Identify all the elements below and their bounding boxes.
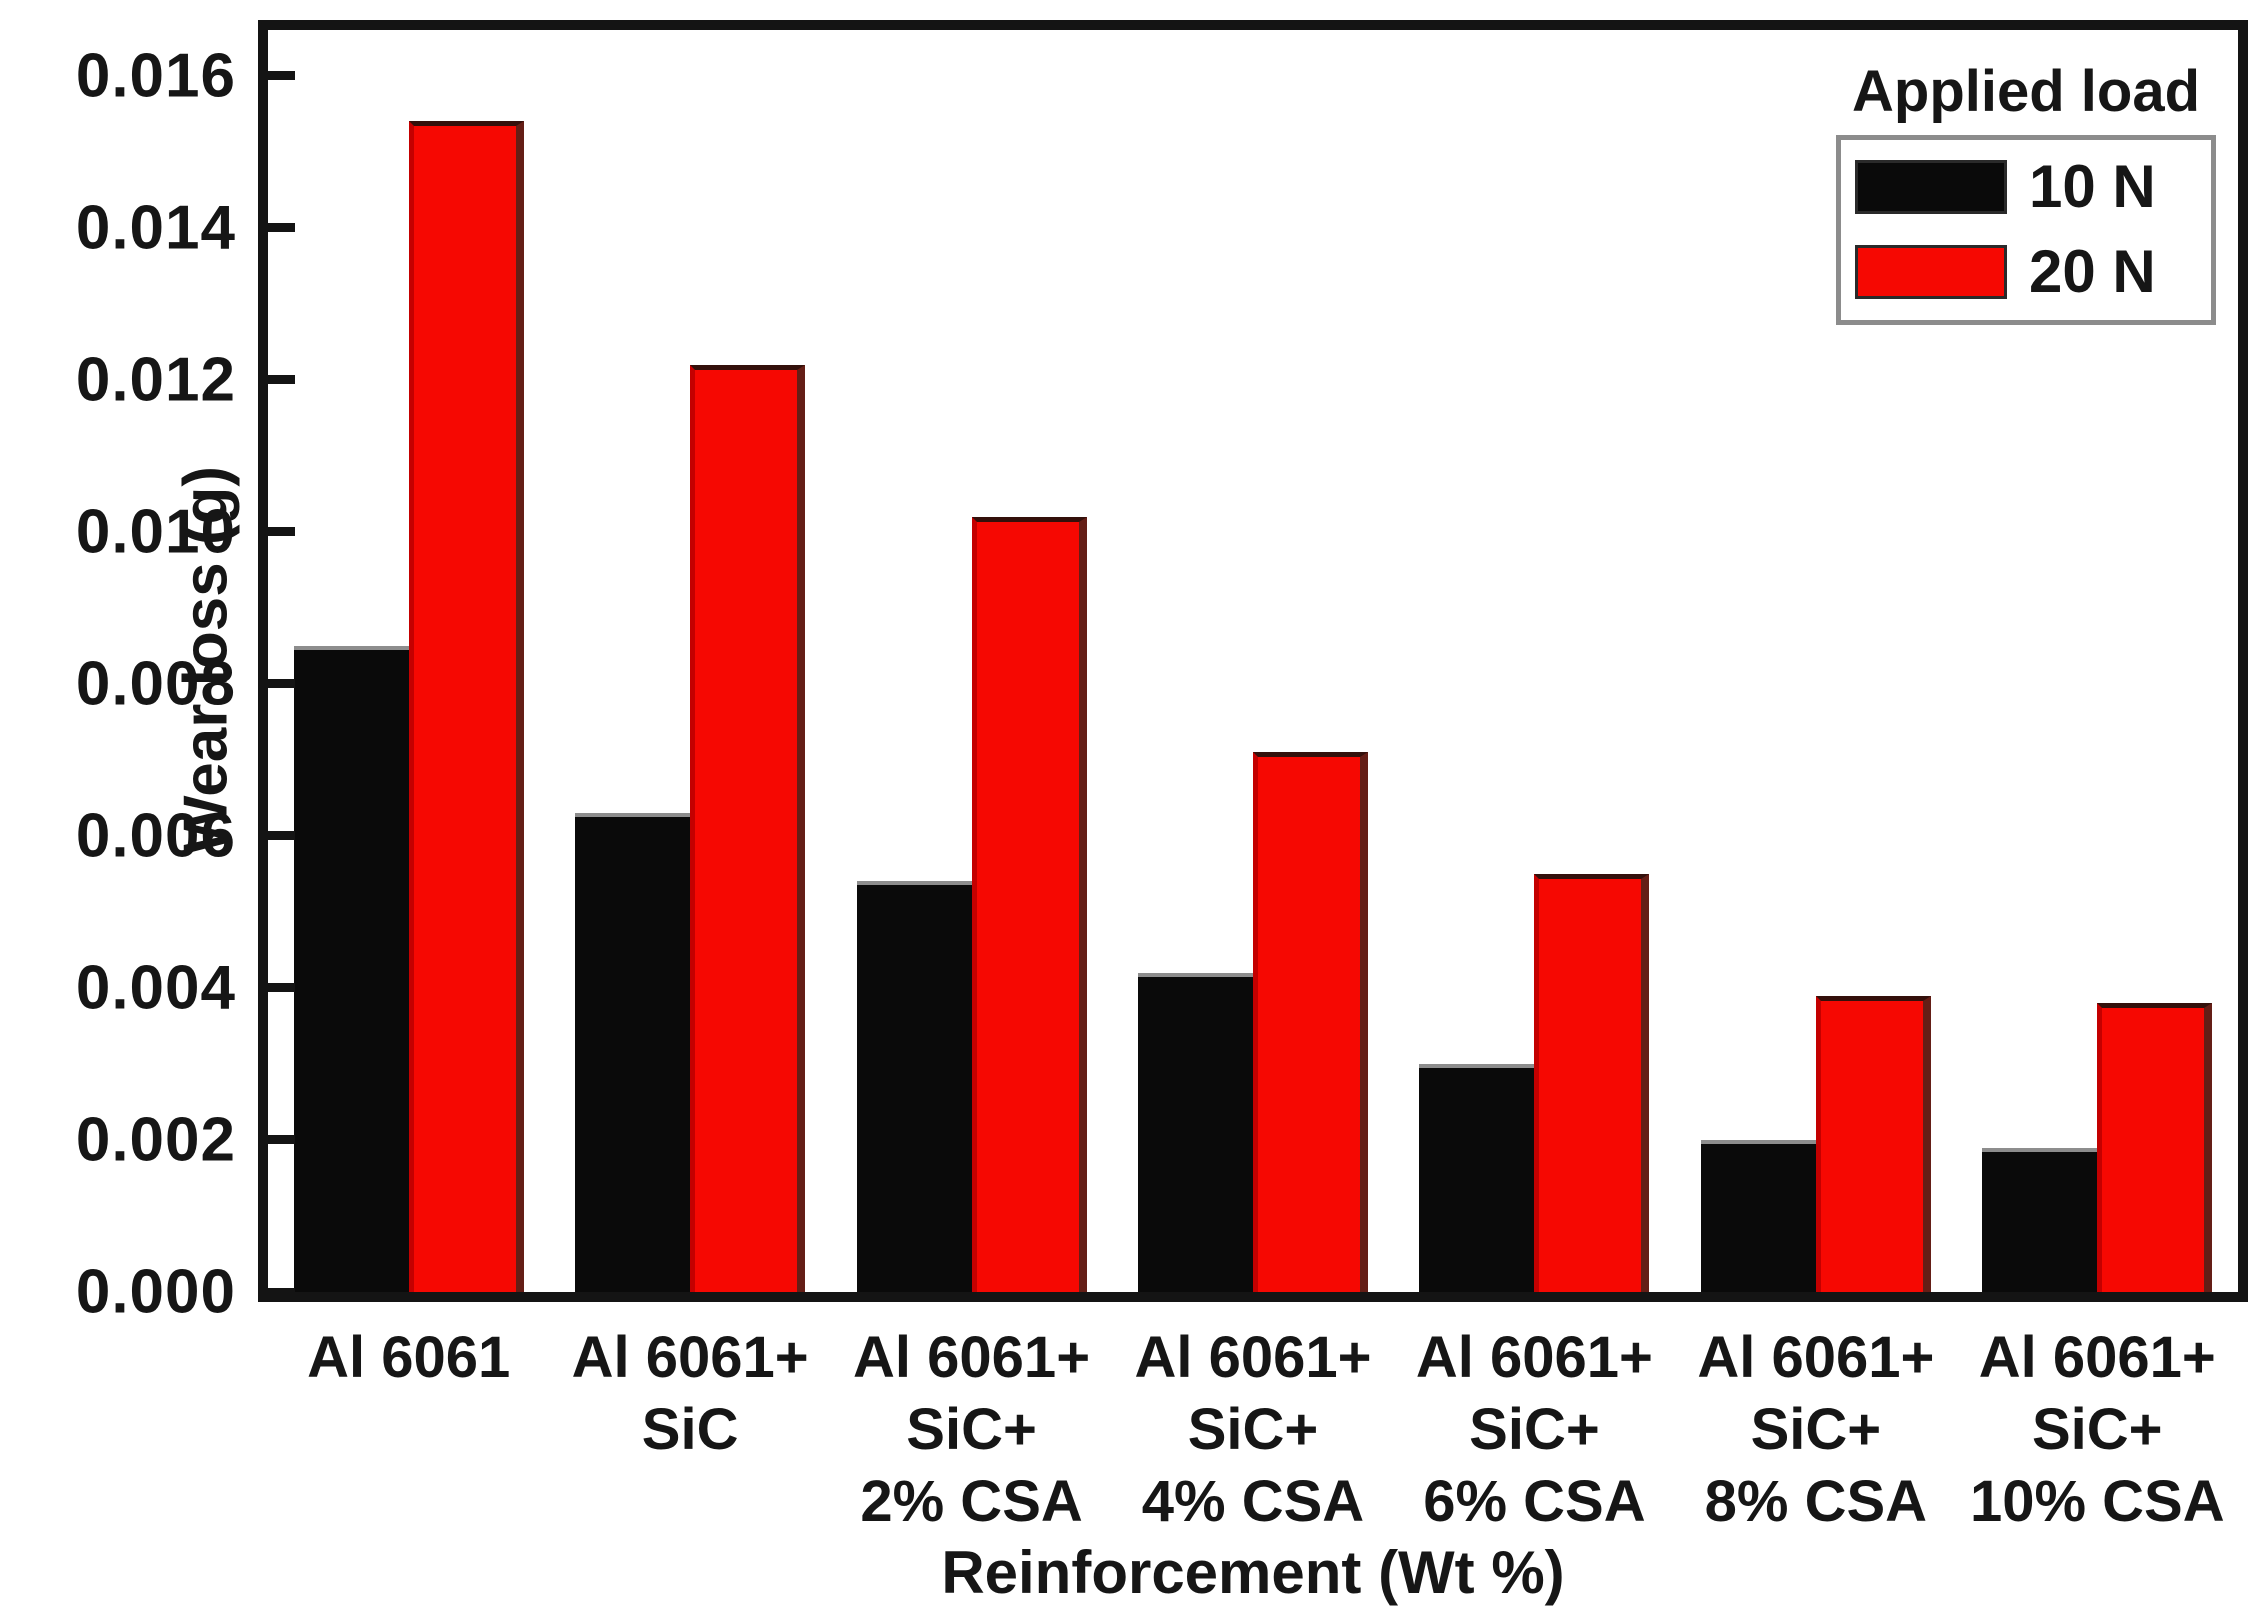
x-category-label-line: SiC+ bbox=[1187, 1397, 1319, 1462]
y-tick-mark bbox=[268, 375, 295, 385]
plot-area: Applied load 10 N 20 N bbox=[258, 20, 2248, 1302]
y-tick-mark bbox=[268, 1287, 295, 1297]
y-tick-label: 0.014 bbox=[75, 193, 236, 263]
x-category-label-line: Al 6061 bbox=[307, 1325, 511, 1390]
bar-g6-10n bbox=[1700, 1139, 1816, 1292]
bar-g4-20n bbox=[1253, 752, 1368, 1292]
x-category-label: Al 6061+ SiC+ 4% CSA bbox=[1103, 1322, 1403, 1538]
legend-label-20n: 20 N bbox=[2029, 238, 2156, 305]
legend-swatch-10n bbox=[1855, 159, 2007, 214]
legend-box: 10 N 20 N bbox=[1836, 135, 2216, 325]
y-tick-label: 0.000 bbox=[75, 1257, 236, 1327]
y-axis-tick-labels: 0.000 0.002 0.004 0.006 0.008 0.010 0.012 0.014… bbox=[0, 30, 242, 1326]
x-category-label-line: Al 6061+ bbox=[1697, 1325, 1935, 1390]
legend-row-10n: 10 N bbox=[1855, 152, 2195, 221]
bar-g4-10n bbox=[1138, 972, 1253, 1292]
x-category-label-line: Al 6061+ bbox=[853, 1325, 1091, 1390]
y-tick-label: 0.016 bbox=[75, 41, 236, 111]
bar-g2-10n bbox=[575, 813, 691, 1292]
y-tick-mark bbox=[268, 223, 295, 233]
x-category-label: Al 6061 bbox=[259, 1322, 559, 1394]
y-tick-mark bbox=[268, 831, 295, 841]
x-category-label-line: 6% CSA bbox=[1423, 1469, 1646, 1534]
x-category-label-line: SiC+ bbox=[906, 1397, 1037, 1462]
x-category-label-line: Al 6061+ bbox=[1415, 1325, 1653, 1390]
x-category-label-line: 10% CSA bbox=[1969, 1469, 2225, 1534]
x-category-label: Al 6061+ SiC+ 10% CSA bbox=[1947, 1322, 2247, 1538]
x-category-label-line: 8% CSA bbox=[1704, 1469, 1928, 1534]
y-tick-label: 0.002 bbox=[75, 1105, 236, 1175]
bar-g7-10n bbox=[1982, 1147, 2098, 1292]
bar-g5-20n bbox=[1534, 873, 1650, 1292]
bar-g3-20n bbox=[971, 516, 1087, 1292]
x-category-label-line: Al 6061+ bbox=[1134, 1325, 1372, 1390]
bar-g7-20n bbox=[2097, 1003, 2213, 1292]
legend-swatch-20n bbox=[1855, 244, 2007, 299]
bar-g1-10n bbox=[293, 645, 409, 1292]
x-category-label-line: Al 6061+ bbox=[571, 1325, 809, 1390]
y-tick-label: 0.006 bbox=[75, 801, 236, 871]
x-axis-title: Reinforcement (Wt %) bbox=[941, 1539, 1565, 1606]
x-category-label-line: SiC+ bbox=[1750, 1397, 1882, 1462]
y-tick-label: 0.012 bbox=[75, 345, 236, 415]
x-category-label-line: SiC+ bbox=[1469, 1397, 1600, 1462]
legend: Applied load 10 N 20 N bbox=[1836, 58, 2216, 325]
legend-label-10n: 10 N bbox=[2029, 153, 2156, 220]
x-category-label-line: SiC+ bbox=[2032, 1397, 2163, 1462]
x-category-label-line: SiC bbox=[641, 1397, 739, 1462]
x-category-label-line: 4% CSA bbox=[1141, 1469, 1365, 1534]
bar-g5-10n bbox=[1419, 1063, 1535, 1292]
x-category-label: Al 6061+ SiC bbox=[540, 1322, 840, 1466]
x-category-label: Al 6061+ SiC+ 6% CSA bbox=[1384, 1322, 1684, 1538]
bar-g3-10n bbox=[856, 881, 972, 1292]
bar-g1-20n bbox=[408, 121, 524, 1292]
y-tick-mark bbox=[268, 983, 295, 993]
bar-g6-20n bbox=[1815, 995, 1931, 1292]
legend-title: Applied load bbox=[1852, 59, 2200, 124]
y-tick-mark bbox=[268, 71, 295, 81]
y-tick-label: 0.010 bbox=[75, 497, 236, 567]
x-category-label: Al 6061+ SiC+ 2% CSA bbox=[822, 1322, 1122, 1538]
x-category-label: Al 6061+ SiC+ 8% CSA bbox=[1666, 1322, 1966, 1538]
x-category-label-line: Al 6061+ bbox=[1978, 1325, 2216, 1390]
y-tick-mark bbox=[268, 679, 295, 689]
bars-layer bbox=[268, 30, 2238, 1292]
y-tick-mark bbox=[268, 1135, 295, 1145]
y-tick-label: 0.004 bbox=[75, 953, 236, 1023]
x-category-label-line: 2% CSA bbox=[860, 1469, 1083, 1534]
y-tick-label: 0.008 bbox=[75, 649, 236, 719]
y-tick-mark bbox=[268, 527, 295, 537]
legend-row-20n: 20 N bbox=[1855, 237, 2195, 306]
bar-g2-20n bbox=[690, 364, 806, 1292]
